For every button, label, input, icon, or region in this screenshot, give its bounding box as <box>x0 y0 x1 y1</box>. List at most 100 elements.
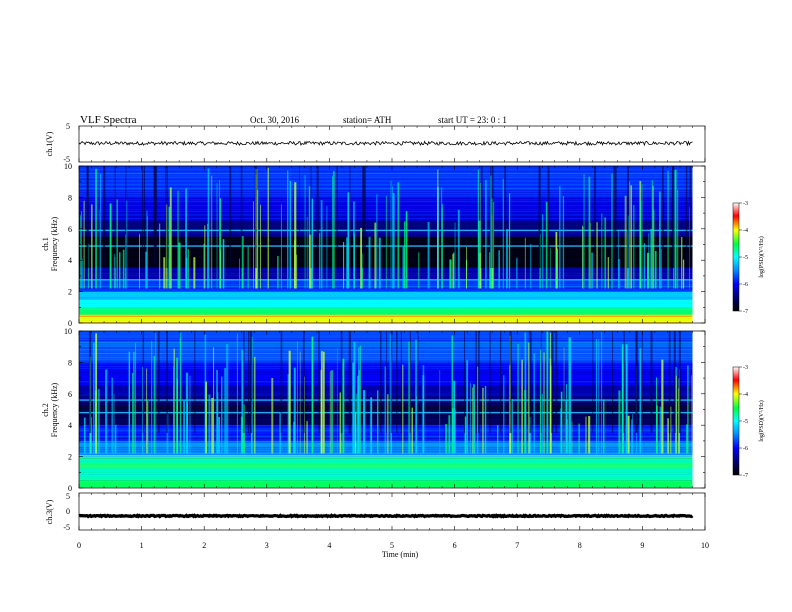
spectrogram-sferic-streak <box>582 225 584 289</box>
spectrogram-texture-line <box>79 258 693 259</box>
spectrogram-texture-line <box>79 468 693 469</box>
spectrogram-sferic-streak <box>449 259 452 289</box>
spectrogram-sferic-streak <box>568 337 570 454</box>
spectrogram-texture-line <box>79 278 693 280</box>
spectrogram-dark-gap <box>555 331 558 434</box>
spectrogram-sferic-streak <box>639 348 642 454</box>
spectrogram-sferic-streak <box>604 217 607 289</box>
spectrogram-sferic-streak <box>287 374 290 454</box>
spectrogram-sferic-streak <box>603 399 605 454</box>
spectrogram-dark-gap <box>125 166 127 269</box>
spectrogram-sferic-streak <box>211 397 214 454</box>
spectrogram-sferic-streak <box>390 180 392 289</box>
spectrogram-texture-line <box>79 248 693 250</box>
spectrogram-ytick-label: 6 <box>68 225 72 234</box>
spectrogram-texture-line <box>79 188 693 189</box>
spectrogram-dark-gap <box>103 166 105 269</box>
spectrogram-sferic-streak <box>625 344 628 454</box>
spectrogram-texture-line <box>79 239 693 240</box>
spectrogram-sferic-streak <box>322 351 325 454</box>
spectrogram-sferic-streak <box>418 252 420 289</box>
spectrogram-sferic-streak <box>654 251 657 289</box>
spectrogram-sferic-streak <box>311 198 314 289</box>
spectrogram-sferic-streak <box>347 192 350 289</box>
spectrogram-texture-line <box>79 216 693 218</box>
spectrogram-sferic-streak <box>453 380 456 454</box>
spectrogram-dark-gap <box>504 166 507 269</box>
spectrogram-sferic-streak <box>659 406 662 454</box>
spectrogram-ytick-label: 2 <box>68 288 72 297</box>
spectrogram-texture-line <box>79 203 693 204</box>
spectrogram-sferic-streak <box>146 210 148 289</box>
spectrogram-dark-gap <box>409 331 411 434</box>
ch1-ytick-minus5: -5 <box>63 155 70 164</box>
spectrogram-sferic-streak <box>402 246 405 289</box>
spectrogram-sferic-streak <box>304 175 306 289</box>
spectrogram-texture-line <box>79 293 693 295</box>
spectrogram-texture-line <box>79 477 693 479</box>
spectrogram-dark-gap <box>249 331 253 434</box>
spectrogram-sferic-streak <box>254 356 256 454</box>
spectrogram-sferic-streak <box>583 174 585 289</box>
spectrogram-texture-line <box>79 242 693 244</box>
spectrogram-ytick-label: 8 <box>68 193 72 202</box>
spectrogram-sferic-streak <box>691 375 692 454</box>
ch2-colorbar-label: log(PSD)(V²/Hz) <box>758 400 765 441</box>
ch2-spectrogram-ticks <box>78 330 706 489</box>
spectrogram-sferic-streak <box>529 416 532 454</box>
spectrogram-texture-line <box>79 173 693 174</box>
spectrogram-sferic-streak <box>279 412 281 454</box>
spectrogram-sferic-streak <box>457 209 460 289</box>
spectrogram-sferic-streak <box>660 248 662 289</box>
time-axis-label: Time (min) <box>382 550 419 559</box>
spectrogram-sferic-streak <box>484 385 487 454</box>
spectrogram-sferic-streak <box>277 255 279 289</box>
ch2-ylabel-channel: ch.2 <box>41 403 50 417</box>
spectrogram-dark-gap <box>623 331 625 434</box>
spectrogram-sferic-streak <box>155 332 157 454</box>
spectrogram-dark-gap <box>155 166 158 269</box>
spectrogram-texture-line <box>79 343 693 345</box>
spectrogram-sferic-streak <box>542 393 543 454</box>
spectrogram-sferic-streak <box>630 185 633 289</box>
spectrogram-sferic-streak <box>343 241 345 289</box>
colorbar-tick-label: -4 <box>743 392 748 398</box>
colorbar-tick-label: -7 <box>743 473 748 479</box>
spectrogram-sferic-streak <box>146 368 148 454</box>
spectrogram-sferic-streak <box>271 377 274 454</box>
spectrogram-sferic-streak <box>661 359 664 454</box>
spectrogram-texture-line <box>79 458 693 460</box>
spectrogram-sferic-streak <box>578 423 580 454</box>
time-tick-label: 9 <box>640 541 644 550</box>
spectrogram-dark-gap <box>362 166 365 269</box>
spectrogram-dark-gap <box>310 166 312 269</box>
spectrogram-tone-line <box>79 455 693 458</box>
spectrogram-sferic-streak <box>204 225 206 289</box>
spectrogram-sferic-streak <box>132 351 135 454</box>
spectrogram-sferic-streak <box>219 180 221 289</box>
spectrogram-texture-line <box>79 462 693 464</box>
spectrogram-sferic-streak <box>588 176 591 289</box>
spectrogram-sferic-streak <box>132 372 134 454</box>
spectrogram-sferic-streak <box>639 200 642 289</box>
spectrogram-dark-gap <box>661 166 664 269</box>
spectrogram-sferic-streak <box>109 203 112 289</box>
time-axis-tick-labels: 0 1 2 3 4 5 6 7 8 9 10 <box>77 541 709 550</box>
spectrogram-sferic-streak <box>346 237 349 289</box>
spectrogram-sferic-streak <box>306 216 308 289</box>
spectrogram-sferic-streak <box>361 253 363 289</box>
spectrogram-texture-line <box>79 214 693 216</box>
spectrogram-ytick-label: 6 <box>68 390 72 399</box>
spectrogram-dark-gap <box>491 166 494 269</box>
ch1-spectrogram-ytick-labels: 0 2 4 6 8 10 <box>64 162 72 328</box>
header-date: Oct. 30, 2016 <box>250 115 299 125</box>
time-tick-label: 10 <box>701 541 709 550</box>
spectrogram-sferic-streak <box>169 187 172 289</box>
spectrogram-sferic-streak <box>113 394 115 454</box>
spectrogram-sferic-streak <box>653 209 655 289</box>
spectrogram-sferic-streak <box>542 214 544 289</box>
spectrogram-dark-gap <box>165 166 167 269</box>
ch1-colorbar <box>732 202 740 312</box>
spectrogram-sferic-streak <box>521 359 523 454</box>
